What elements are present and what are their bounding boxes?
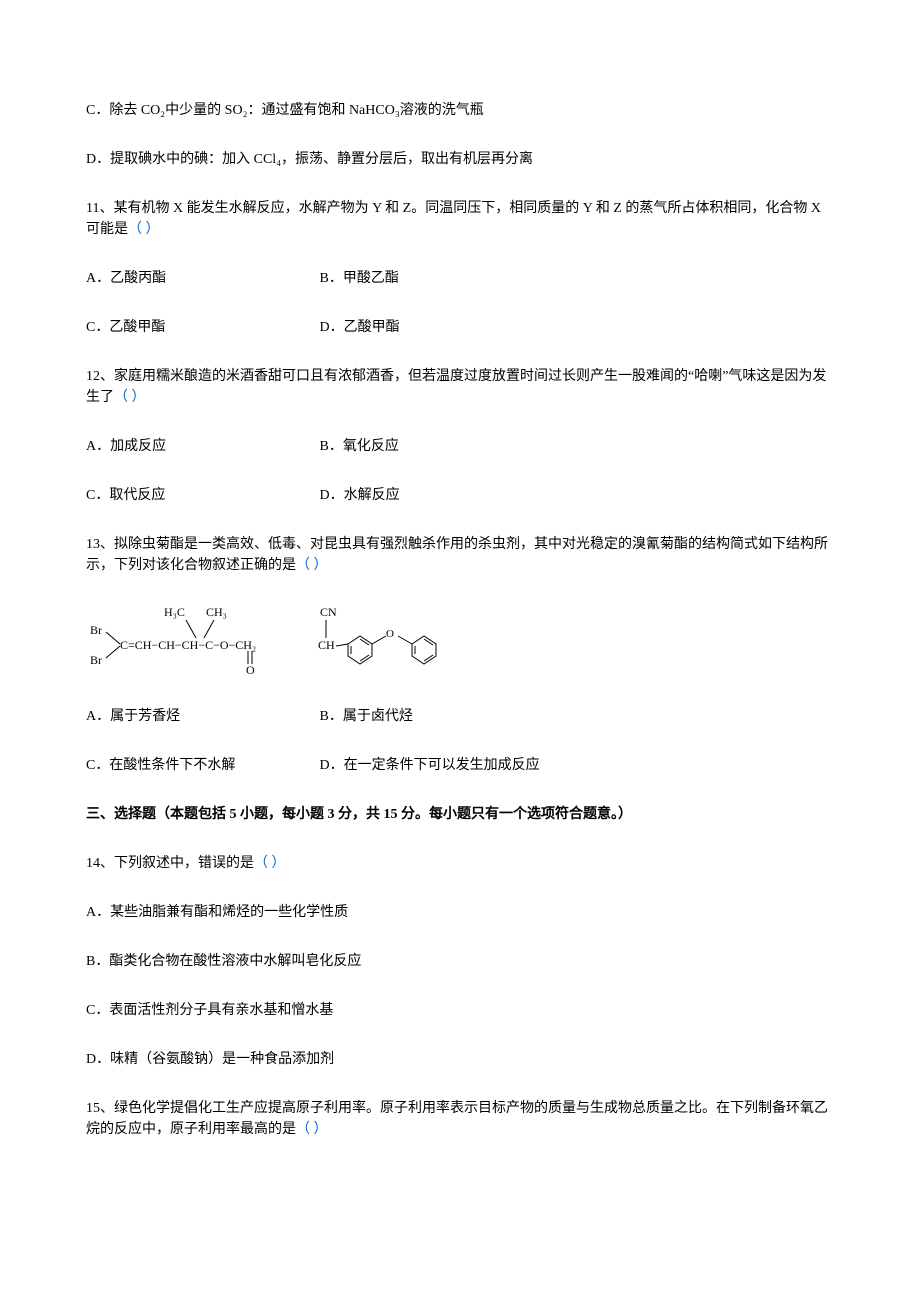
q15-stem-text: 15、绿色化学提倡化工生产应提高原子利用率。原子利用率表示目标产物的质量与生成物… xyxy=(86,1101,828,1137)
q13-stem-text: 13、拟除虫菊酯是一类高效、低毒、对昆虫具有强烈触杀作用的杀虫剂，其中对光稳定的… xyxy=(86,537,828,573)
paren-icon: （ ） xyxy=(114,390,146,405)
q13-option-c: C．在酸性条件下不水解 xyxy=(86,755,316,776)
q12-row-ab: A．加成反应 B．氧化反应 xyxy=(86,436,834,457)
mol-br2: Br xyxy=(90,653,102,667)
q10-option-d: D．提取碘水中的碘：加入 CCl₄，振荡、静置分层后，取出有机层再分离 xyxy=(86,149,834,170)
q11-row-cd: C．乙酸甲酯 D．乙酸甲酯 xyxy=(86,317,834,338)
q13-option-d: D．在一定条件下可以发生加成反应 xyxy=(320,755,540,776)
q14-option-b: B．酯类化合物在酸性溶液中水解叫皂化反应 xyxy=(86,951,834,972)
q15-stem: 15、绿色化学提倡化工生产应提高原子利用率。原子利用率表示目标产物的质量与生成物… xyxy=(86,1098,834,1140)
mol-o: O xyxy=(246,663,255,677)
q11-option-d: D．乙酸甲酯 xyxy=(320,317,400,338)
q13-row-cd: C．在酸性条件下不水解 D．在一定条件下可以发生加成反应 xyxy=(86,755,834,776)
q12-option-b: B．氧化反应 xyxy=(320,436,399,457)
paren-icon: （ ） xyxy=(296,558,328,573)
svg-text:O: O xyxy=(386,628,394,640)
mol-ch: CH xyxy=(318,638,335,652)
q14-option-d: D．味精（谷氨酸钠）是一种食品添加剂 xyxy=(86,1049,834,1070)
q12-stem-text: 12、家庭用糯米酿造的米酒香甜可口且有浓郁酒香，但若温度过度放置时间过长则产生一… xyxy=(86,369,826,405)
q14-stem-text: 14、下列叙述中，错误的是 xyxy=(86,856,254,871)
paren-icon: （ ） xyxy=(254,856,286,871)
molecule-figure: Br Br H₃C CH₃ CN C=CH−CH−CH−C−O−CH₂ CH O xyxy=(86,604,834,678)
q11-stem: 11、某有机物 X 能发生水解反应，水解产物为 Y 和 Z。同温同压下，相同质量… xyxy=(86,198,834,240)
q12-stem: 12、家庭用糯米酿造的米酒香甜可口且有浓郁酒香，但若温度过度放置时间过长则产生一… xyxy=(86,366,834,408)
q11-row-ab: A．乙酸丙酯 B．甲酸乙酯 xyxy=(86,268,834,289)
q11-option-a: A．乙酸丙酯 xyxy=(86,268,316,289)
q14-option-c: C．表面活性剂分子具有亲水基和憎水基 xyxy=(86,1000,834,1021)
mol-chain: C=CH−CH−CH−C−O−CH₂ xyxy=(120,638,256,652)
q14-stem: 14、下列叙述中，错误的是（ ） xyxy=(86,853,834,874)
section-3-title: 三、选择题（本题包括 5 小题，每小题 3 分，共 15 分。每小题只有一个选项… xyxy=(86,804,834,825)
exam-page: C．除去 CO₂中少量的 SO₂：通过盛有饱和 NaHCO₃溶液的洗气瓶 D．提… xyxy=(0,0,920,1228)
q11-stem-text: 11、某有机物 X 能发生水解反应，水解产物为 Y 和 Z。同温同压下，相同质量… xyxy=(86,201,821,237)
paren-icon: （ ） xyxy=(128,222,160,237)
paren-icon: （ ） xyxy=(296,1122,328,1137)
q13-option-a: A．属于芳香烃 xyxy=(86,706,316,727)
mol-cn: CN xyxy=(320,605,337,619)
mol-h3c: H₃C xyxy=(164,605,185,619)
mol-br1: Br xyxy=(90,623,102,637)
q13-stem: 13、拟除虫菊酯是一类高效、低毒、对昆虫具有强烈触杀作用的杀虫剂，其中对光稳定的… xyxy=(86,534,834,576)
q10-option-c: C．除去 CO₂中少量的 SO₂：通过盛有饱和 NaHCO₃溶液的洗气瓶 xyxy=(86,100,834,121)
q12-option-a: A．加成反应 xyxy=(86,436,316,457)
q12-row-cd: C．取代反应 D．水解反应 xyxy=(86,485,834,506)
mol-ch3: CH₃ xyxy=(206,605,227,619)
q11-option-b: B．甲酸乙酯 xyxy=(320,268,399,289)
q13-option-b: B．属于卤代烃 xyxy=(320,706,413,727)
molecule-svg: Br Br H₃C CH₃ CN C=CH−CH−CH−C−O−CH₂ CH O xyxy=(86,604,480,678)
q11-option-c: C．乙酸甲酯 xyxy=(86,317,316,338)
q12-option-c: C．取代反应 xyxy=(86,485,316,506)
q13-row-ab: A．属于芳香烃 B．属于卤代烃 xyxy=(86,706,834,727)
q14-option-a: A．某些油脂兼有酯和烯烃的一些化学性质 xyxy=(86,902,834,923)
q12-option-d: D．水解反应 xyxy=(320,485,400,506)
